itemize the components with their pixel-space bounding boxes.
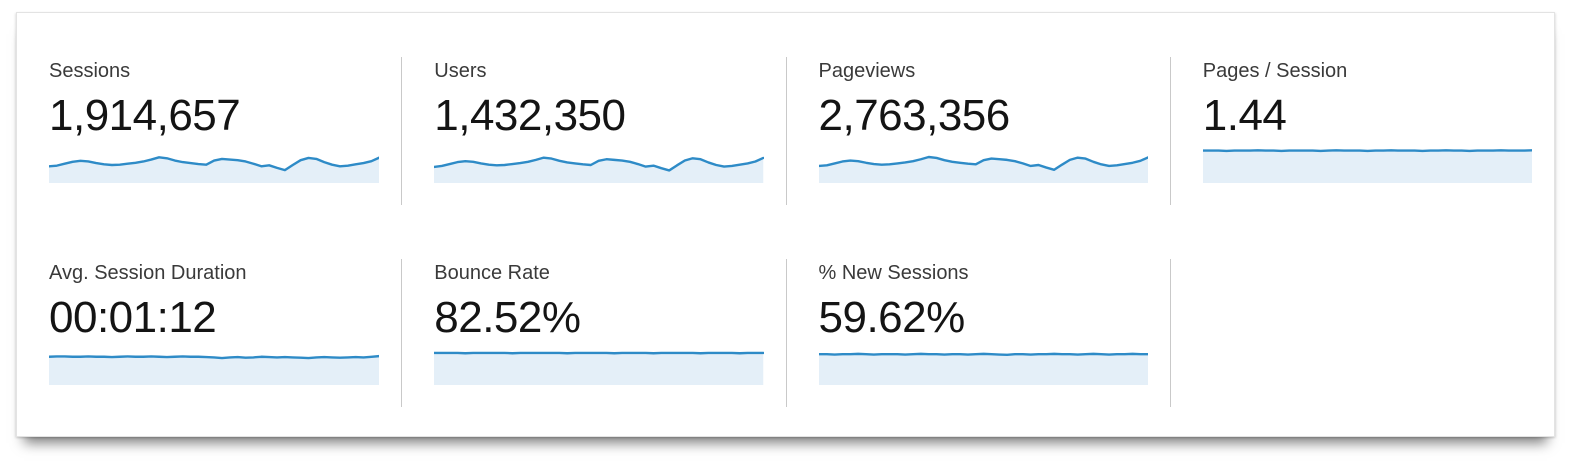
- metric-value: 59.62%: [818, 293, 966, 342]
- metric-label: Users: [434, 60, 487, 82]
- metrics-row-2: Avg. Session Duration 00:01:12 Bounce Ra…: [17, 259, 1554, 407]
- pages-per-session-sparkline-chart: [1202, 145, 1532, 183]
- metric-card-bounce-rate[interactable]: Bounce Rate 82.52%: [401, 259, 785, 407]
- metrics-panel: Sessions 1,914,657 Users 1,432,350 Pagev…: [16, 12, 1555, 437]
- metric-value: 1,432,350: [434, 91, 626, 140]
- metric-card-pageviews[interactable]: Pageviews 2,763,356: [785, 57, 1170, 205]
- metric-value: 1.44: [1202, 91, 1287, 140]
- percent-new-sessions-sparkline-chart: [818, 347, 1148, 385]
- avg-session-duration-sparkline-chart: [49, 347, 380, 385]
- metric-value: 1,914,657: [49, 91, 241, 140]
- metric-card-percent-new-sessions[interactable]: % New Sessions 59.62%: [785, 259, 1170, 407]
- empty-metric-slot: [1169, 259, 1554, 407]
- metric-label: % New Sessions: [818, 262, 969, 284]
- metric-value: 82.52%: [434, 293, 581, 342]
- metric-card-pages-per-session[interactable]: Pages / Session 1.44: [1169, 57, 1554, 205]
- metric-value: 00:01:12: [49, 293, 217, 342]
- metric-label: Pages / Session: [1202, 60, 1348, 82]
- metric-value: 2,763,356: [818, 91, 1011, 140]
- metric-label: Bounce Rate: [434, 262, 550, 284]
- metric-card-sessions[interactable]: Sessions 1,914,657: [17, 57, 401, 205]
- pageviews-sparkline-chart: [818, 145, 1148, 183]
- users-sparkline-chart: [434, 145, 764, 183]
- metric-card-users[interactable]: Users 1,432,350: [401, 57, 785, 205]
- metrics-row-1: Sessions 1,914,657 Users 1,432,350 Pagev…: [17, 57, 1554, 205]
- bounce-rate-sparkline-chart: [434, 347, 764, 385]
- metric-label: Avg. Session Duration: [49, 262, 247, 284]
- sessions-sparkline-chart: [49, 145, 380, 183]
- metric-label: Sessions: [49, 60, 131, 82]
- metric-label: Pageviews: [818, 60, 916, 82]
- metric-card-avg-session-duration[interactable]: Avg. Session Duration 00:01:12: [17, 259, 401, 407]
